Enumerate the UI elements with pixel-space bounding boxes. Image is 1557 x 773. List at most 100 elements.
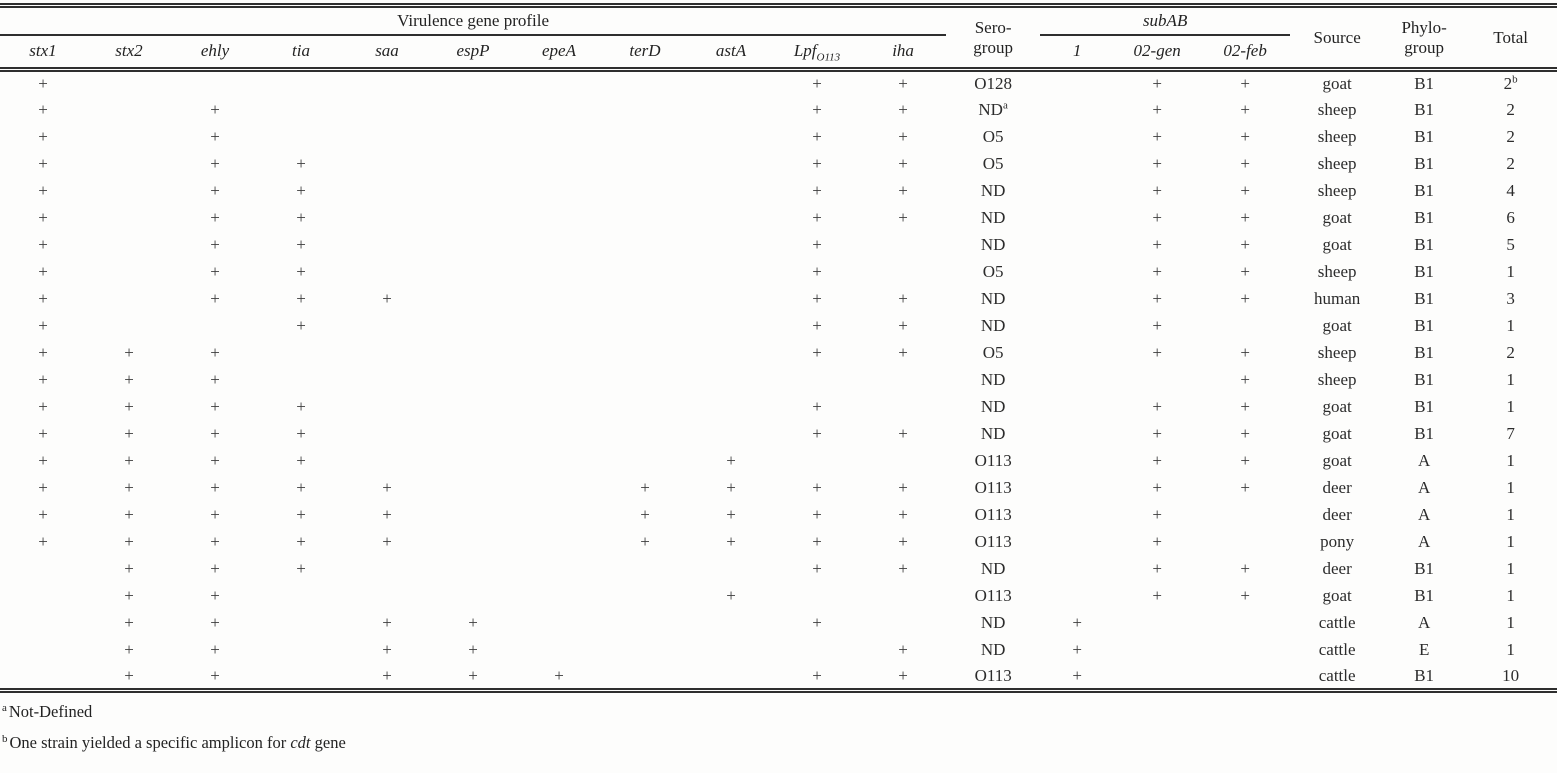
serogroup-cell: ND: [980, 181, 1006, 201]
gene-cell: [258, 124, 344, 151]
table-row: + + + + + + + + + O113 + pony A 1: [0, 529, 1557, 556]
gene-cell: [860, 394, 946, 421]
subab-cell: [1040, 97, 1114, 124]
gene-cell: [516, 124, 602, 151]
gene-cell: [516, 529, 602, 556]
gene-cell: +: [124, 343, 134, 363]
gene-cell: +: [382, 289, 392, 309]
gene-cell: +: [726, 478, 736, 498]
gene-cell: +: [898, 532, 908, 552]
phylogroup-cell: E: [1418, 640, 1430, 660]
gene-cell: [344, 394, 430, 421]
gene-cell: [602, 97, 688, 124]
phylogroup-cell: B1: [1414, 424, 1435, 444]
gene-cell: +: [898, 665, 908, 685]
gene-column-header-epea: epeA: [516, 34, 602, 72]
phylogroup-cell: B1: [1414, 397, 1435, 417]
gene-cell: [430, 205, 516, 232]
gene-cell: +: [38, 343, 48, 363]
gene-cell: [860, 259, 946, 286]
gene-cell: [602, 286, 688, 313]
total-cell: 3: [1506, 289, 1515, 309]
table-row: + + + + + O113 + + goat A 1: [0, 448, 1557, 475]
gene-cell: [430, 556, 516, 583]
gene-cell: +: [468, 613, 478, 633]
total-cell: 1: [1506, 532, 1515, 552]
serogroup-cell: O5: [982, 127, 1004, 147]
gene-cell: [602, 394, 688, 421]
gene-cell: +: [124, 397, 134, 417]
gene-cell: [86, 97, 172, 124]
gene-cell: [430, 124, 516, 151]
phylogroup-cell: B1: [1414, 289, 1435, 309]
subab-cell: +: [1152, 154, 1162, 174]
gene-cell: +: [382, 613, 392, 633]
gene-cell: [0, 583, 86, 610]
subab-cell: +: [1152, 100, 1162, 120]
gene-cell: +: [38, 235, 48, 255]
gene-cell: [430, 151, 516, 178]
gene-cell: [602, 556, 688, 583]
gene-cell: +: [124, 370, 134, 390]
phylogroup-cell: A: [1418, 478, 1431, 498]
serogroup-cell: ND: [980, 289, 1006, 309]
gene-cell: +: [812, 559, 822, 579]
gene-cell: +: [812, 100, 822, 120]
gene-cell: +: [898, 640, 908, 660]
gene-cell: [430, 367, 516, 394]
subab-cell: [1040, 232, 1114, 259]
gene-cell: +: [38, 181, 48, 201]
total-cell: 7: [1506, 424, 1515, 444]
gene-cell: +: [210, 289, 220, 309]
gene-cell: +: [382, 505, 392, 525]
gene-cell: +: [812, 424, 822, 444]
phylogroup-cell: B1: [1414, 74, 1435, 94]
gene-cell: [516, 205, 602, 232]
gene-column-header-tia: tia: [258, 34, 344, 72]
gene-cell: +: [124, 665, 134, 685]
gene-cell: [86, 286, 172, 313]
gene-cell: [688, 124, 774, 151]
phylogroup-cell: B1: [1414, 100, 1435, 120]
table-row: + + + + NDa + + sheep B1 2: [0, 97, 1557, 124]
gene-cell: +: [296, 235, 306, 255]
subab-cell: +: [1152, 532, 1162, 552]
source-cell: sheep: [1317, 181, 1357, 201]
gene-cell: [430, 259, 516, 286]
subab-cell: +: [1152, 559, 1162, 579]
total-cell: 1: [1506, 397, 1515, 417]
gene-column-header-stx1: stx1: [0, 34, 86, 72]
subab-cell: +: [1152, 397, 1162, 417]
gene-cell: +: [210, 532, 220, 552]
serogroup-cell: O113: [974, 505, 1012, 525]
gene-cell: +: [38, 127, 48, 147]
table-row: + + + + + ND + + goat B1 6: [0, 205, 1557, 232]
gene-cell: +: [124, 451, 134, 471]
gene-cell: [860, 583, 946, 610]
gene-cell: [602, 367, 688, 394]
gene-cell: +: [210, 640, 220, 660]
gene-cell: +: [210, 424, 220, 444]
gene-cell: [430, 529, 516, 556]
serogroup-cell: ND: [980, 424, 1006, 444]
source-column-header: Source: [1290, 5, 1385, 72]
gene-cell: [516, 286, 602, 313]
gene-cell: +: [296, 208, 306, 228]
source-cell: cattle: [1318, 640, 1356, 660]
table-row: + + + O128 + + goat B1 2b: [0, 70, 1557, 97]
gene-cell: +: [898, 289, 908, 309]
subab-cell: +: [1240, 451, 1250, 471]
gene-cell: [430, 394, 516, 421]
gene-cell: [430, 70, 516, 97]
gene-cell: [344, 178, 430, 205]
virulence-gene-table: Virulence gene profile Sero- group subAB…: [0, 3, 1557, 693]
gene-cell: [688, 394, 774, 421]
gene-column-header-ehly: ehly: [172, 34, 258, 72]
gene-cell: +: [898, 343, 908, 363]
gene-cell: [258, 97, 344, 124]
gene-cell: [258, 340, 344, 367]
gene-cell: [258, 367, 344, 394]
subab-cell: [1040, 313, 1114, 340]
gene-cell: [602, 151, 688, 178]
source-cell: pony: [1320, 532, 1355, 552]
